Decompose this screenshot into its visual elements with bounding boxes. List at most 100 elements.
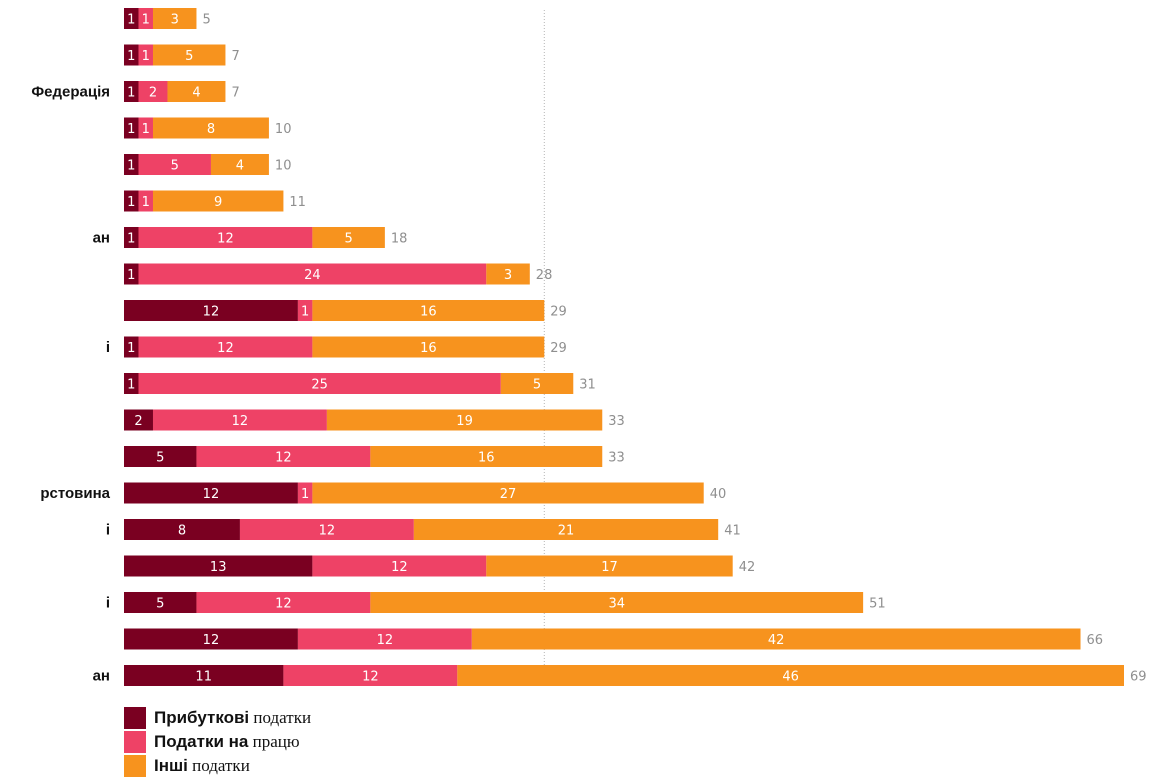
total-value-label: 42 [739, 560, 756, 575]
bar-row: і 8 12 21 41 [106, 519, 741, 540]
bar-segment-income [124, 665, 284, 686]
category-label: і [106, 522, 110, 539]
bar-row: рстовина 12 1 27 40 [40, 482, 727, 504]
total-value-label: 11 [289, 195, 306, 210]
bar-row: 12 12 42 66 [124, 628, 1103, 650]
segment-value-label: 2 [149, 86, 157, 101]
segment-value-label: 12 [232, 414, 249, 429]
bar-segment-income [124, 227, 139, 248]
bar-segment-income [124, 519, 240, 540]
bar-segment-other [152, 117, 269, 139]
segment-value-label: 12 [362, 670, 379, 685]
bar-segment-other [167, 81, 226, 102]
bar-segment-labor [239, 519, 414, 540]
bar-segment-income [124, 409, 153, 431]
bar-segment-other [312, 300, 545, 321]
segment-value-label: 12 [391, 560, 408, 575]
segment-value-label: 9 [214, 195, 222, 210]
segment-value-label: 12 [217, 341, 234, 356]
bar-segment-other [152, 44, 226, 66]
bar-row: 1 5 4 10 [124, 154, 291, 175]
bar-segment-other [312, 227, 385, 248]
segment-value-label: 1 [127, 49, 135, 64]
bar-segment-labor [138, 227, 313, 248]
bar-segment-other [370, 592, 864, 613]
bar-segment-other [413, 519, 719, 540]
total-value-label: 10 [275, 122, 292, 137]
bar-segment-income [124, 44, 139, 66]
segment-value-label: 13 [210, 560, 227, 575]
segment-value-label: 8 [178, 524, 186, 539]
segment-value-label: 1 [127, 86, 135, 101]
legend-label-labor-taxes: Податки на працю [154, 732, 300, 751]
bar-segment-labor [297, 482, 313, 504]
segment-value-label: 24 [304, 268, 321, 283]
category-label: і [106, 595, 110, 612]
total-value-label: 41 [724, 524, 741, 539]
segment-value-label: 27 [500, 487, 517, 502]
bar-segment-income [124, 446, 197, 467]
total-value-label: 29 [550, 305, 567, 320]
category-label: Федерація [31, 84, 110, 101]
bar-segment-income [124, 482, 298, 504]
bar-segment-labor [312, 555, 487, 577]
bar-segment-income [124, 117, 139, 139]
bar-segment-labor [138, 263, 487, 285]
segment-value-label: 16 [420, 341, 437, 356]
bar-row: 1 1 9 11 [124, 190, 306, 212]
bar-segment-labor [138, 81, 168, 102]
segment-value-label: 1 [142, 122, 150, 137]
segment-value-label: 12 [377, 633, 394, 648]
segment-value-label: 1 [142, 13, 150, 28]
bar-segment-other [471, 628, 1081, 650]
total-value-label: 7 [231, 49, 239, 64]
bar-segment-labor [297, 300, 313, 321]
bar-segment-other [210, 154, 269, 175]
bar-segment-income [124, 592, 197, 613]
segment-value-label: 1 [127, 195, 135, 210]
total-value-label: 33 [608, 451, 625, 466]
segment-value-label: 11 [195, 670, 212, 685]
bar-segment-labor [138, 117, 153, 139]
bar-segment-income [124, 336, 139, 358]
bar-segment-labor [196, 592, 371, 613]
bar-segment-other [152, 190, 284, 212]
bar-row: 2 12 19 33 [124, 409, 625, 431]
segment-value-label: 17 [601, 560, 618, 575]
segment-value-label: 2 [134, 414, 142, 429]
segment-value-label: 1 [127, 232, 135, 247]
total-value-label: 33 [608, 414, 625, 429]
segment-value-label: 12 [203, 487, 220, 502]
legend-label-income-taxes: Прибуткові податки [154, 708, 312, 727]
total-value-label: 40 [710, 487, 727, 502]
segment-value-label: 1 [301, 487, 309, 502]
bar-segment-income [124, 300, 298, 321]
bar-segment-other [312, 336, 545, 358]
legend-swatch-income-taxes [124, 707, 146, 729]
legend-item-labor-taxes: Податки на працю [124, 730, 311, 754]
legend-label-other-taxes: Інші податки [154, 756, 250, 775]
bar-segment-income [124, 263, 139, 285]
bar-row: 12 1 16 29 [124, 300, 567, 321]
bar-segment-labor [283, 665, 458, 686]
bar-row: ан 1 12 5 18 [93, 227, 407, 248]
category-label: рстовина [40, 485, 110, 502]
bar-segment-income [124, 81, 139, 102]
bar-segment-income [124, 628, 298, 650]
legend: Прибуткові податки Податки на працю Інші… [124, 706, 311, 778]
category-label: ан [93, 668, 110, 685]
category-label: і [106, 339, 110, 356]
total-value-label: 5 [202, 13, 210, 28]
total-value-label: 51 [869, 597, 886, 612]
segment-value-label: 12 [217, 232, 234, 247]
segment-value-label: 16 [420, 305, 437, 320]
segment-value-label: 1 [127, 122, 135, 137]
total-value-label: 69 [1130, 670, 1147, 685]
total-value-label: 29 [550, 341, 567, 356]
segment-value-label: 4 [236, 159, 244, 174]
segment-value-label: 8 [207, 122, 215, 137]
segment-value-label: 5 [156, 597, 164, 612]
bar-row: 1 1 8 10 [124, 117, 292, 139]
